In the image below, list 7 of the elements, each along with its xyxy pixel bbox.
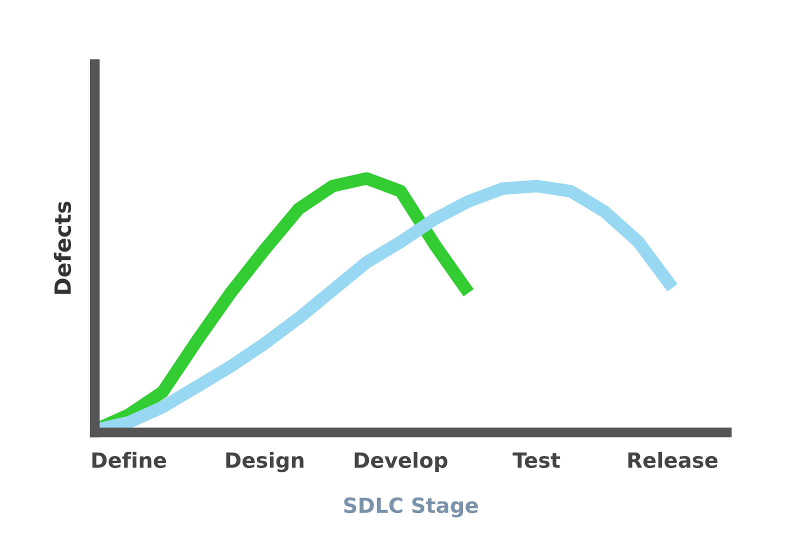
y-axis-title: Defects [54,202,72,294]
x-tick-label: Define [92,452,166,468]
x-tick-label: Test [512,452,560,468]
x-tick-label: Release [628,452,718,468]
x-tick-label: Develop [354,452,448,472]
x-tick-label: Design [226,452,304,472]
x-axis-title: SDLC Stage [344,497,478,518]
